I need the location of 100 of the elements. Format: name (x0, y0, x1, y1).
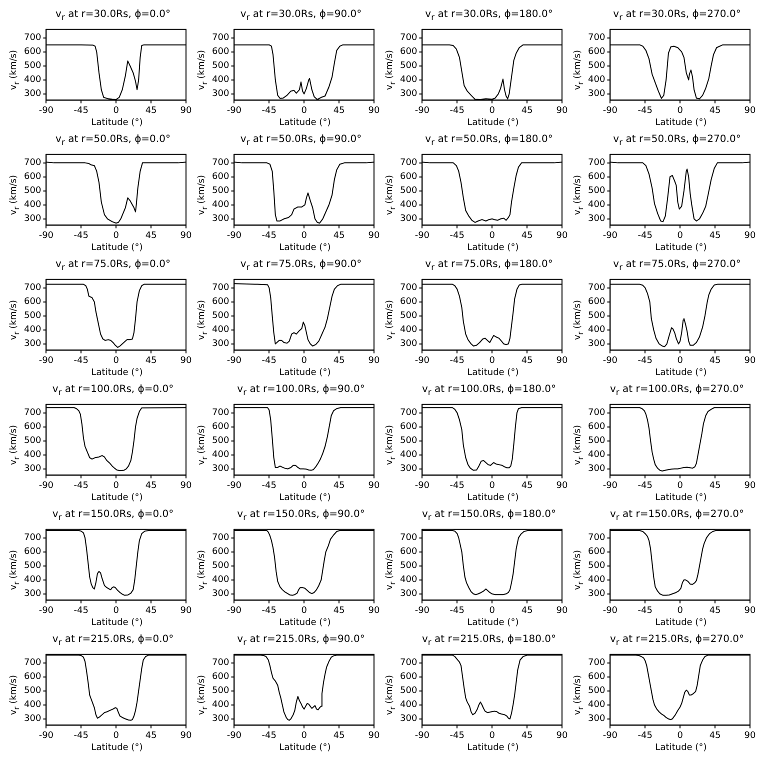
y-tick-label: 600 (588, 547, 606, 558)
y-tick-label: 400 (588, 325, 606, 336)
x-tick-label: 90 (368, 606, 380, 616)
chart-title: v$_{r}$ at r=100.0Rs, ϕ=90.0° (236, 383, 366, 397)
x-tick-label: -90 (38, 730, 54, 741)
x-tick-label: 90 (368, 730, 380, 741)
x-tick-label: 90 (556, 356, 568, 366)
y-tick-label: 300 (24, 89, 42, 100)
chart-title: v$_{r}$ at r=150.0Rs, ϕ=180.0° (420, 508, 557, 522)
x-tick-label: 45 (709, 356, 721, 366)
x-axis-title: Latitude (°) (90, 618, 144, 630)
x-axis-title: Latitude (°) (466, 368, 520, 380)
x-tick-label: -45 (262, 356, 276, 366)
x-tick-label: -45 (450, 230, 464, 241)
y-tick-label: 400 (24, 325, 42, 336)
x-tick-label: -90 (414, 230, 430, 241)
chart-title: v$_{r}$ at r=100.0Rs, ϕ=270.0° (608, 383, 745, 397)
chart-title: v$_{r}$ at r=50.0Rs, ϕ=270.0° (612, 133, 742, 147)
y-tick-label: 500 (400, 686, 418, 696)
x-tick-label: 45 (333, 106, 345, 116)
x-tick-label: -45 (262, 106, 276, 116)
x-tick-label: -45 (74, 356, 88, 366)
x-tick-label: -45 (638, 480, 652, 491)
y-tick-label: 400 (400, 325, 418, 336)
x-tick-label: 0 (301, 106, 308, 116)
y-tick-label: 300 (212, 89, 230, 100)
chart-title: v$_{r}$ at r=30.0Rs, ϕ=90.0° (239, 8, 363, 22)
x-tick-label: 0 (301, 230, 308, 241)
x-axis-title: Latitude (°) (90, 493, 144, 505)
x-tick-label: -90 (38, 480, 54, 491)
y-tick-label: 600 (212, 47, 230, 58)
y-tick-label: 700 (588, 658, 606, 668)
y-tick-label: 300 (400, 214, 418, 224)
y-tick-label: 600 (212, 672, 230, 682)
x-tick-label: -45 (638, 606, 652, 616)
x-tick-label: 90 (180, 606, 192, 616)
chart-title: v$_{r}$ at r=215.0Rs, ϕ=0.0° (51, 633, 175, 647)
y-tick-label: 700 (588, 283, 606, 294)
y-tick-label: 400 (212, 700, 230, 710)
y-tick-label: 600 (212, 422, 230, 432)
y-tick-label: 300 (212, 339, 230, 350)
x-tick-label: 90 (744, 730, 756, 741)
x-tick-label: 45 (145, 230, 157, 241)
y-tick-label: 500 (212, 61, 230, 72)
y-tick-label: 300 (588, 339, 606, 350)
x-tick-label: 90 (180, 230, 192, 241)
x-tick-label: 45 (709, 606, 721, 616)
y-tick-label: 400 (212, 75, 230, 86)
y-tick-label: 300 (212, 714, 230, 724)
y-tick-label: 400 (24, 575, 42, 586)
x-axis-title: Latitude (°) (654, 368, 708, 380)
y-tick-label: 700 (400, 533, 418, 544)
y-tick-label: 700 (24, 283, 42, 294)
y-tick-label: 500 (24, 186, 42, 196)
x-axis-title: Latitude (°) (466, 243, 520, 255)
x-tick-label: 0 (113, 606, 120, 616)
y-tick-label: 700 (24, 533, 42, 544)
chart-title: v$_{r}$ at r=75.0Rs, ϕ=0.0° (54, 258, 172, 272)
x-tick-label: -45 (638, 230, 652, 241)
y-tick-label: 400 (212, 325, 230, 336)
y-tick-label: 300 (400, 589, 418, 600)
y-tick-label: 300 (212, 214, 230, 224)
y-tick-label: 700 (212, 33, 230, 44)
x-tick-label: -45 (262, 480, 276, 491)
y-tick-label: 500 (24, 311, 42, 322)
y-tick-label: 700 (588, 158, 606, 168)
y-tick-label: 600 (400, 47, 418, 58)
x-tick-label: 45 (709, 106, 721, 116)
y-tick-label: 700 (212, 283, 230, 294)
y-tick-label: 500 (588, 436, 606, 446)
y-tick-label: 700 (588, 533, 606, 544)
chart-title: v$_{r}$ at r=215.0Rs, ϕ=180.0° (420, 633, 557, 647)
x-tick-label: 90 (180, 730, 192, 741)
x-tick-label: 45 (145, 480, 157, 491)
x-tick-label: 90 (556, 106, 568, 116)
x-tick-label: 0 (677, 730, 684, 741)
chart-title: v$_{r}$ at r=150.0Rs, ϕ=0.0° (51, 508, 175, 522)
x-tick-label: -90 (602, 730, 618, 741)
y-tick-label: 700 (588, 33, 606, 44)
x-tick-label: 0 (677, 230, 684, 241)
x-tick-label: -90 (38, 356, 54, 366)
chart-title: v$_{r}$ at r=215.0Rs, ϕ=90.0° (236, 633, 366, 647)
x-tick-label: -90 (226, 106, 242, 116)
y-tick-label: 400 (212, 200, 230, 210)
x-tick-label: 0 (113, 356, 120, 366)
x-tick-label: 45 (333, 606, 345, 616)
x-tick-label: -90 (602, 356, 618, 366)
x-tick-label: 90 (556, 606, 568, 616)
x-axis-title: Latitude (°) (90, 243, 144, 255)
x-axis-title: Latitude (°) (90, 118, 144, 130)
x-tick-label: -90 (226, 230, 242, 241)
x-axis-title: Latitude (°) (466, 618, 520, 630)
y-tick-label: 500 (24, 686, 42, 696)
y-tick-label: 400 (212, 575, 230, 586)
y-tick-label: 400 (588, 200, 606, 210)
x-tick-label: -90 (38, 106, 54, 116)
x-tick-label: 45 (521, 730, 533, 741)
x-tick-label: -45 (450, 606, 464, 616)
y-tick-label: 600 (400, 172, 418, 182)
x-tick-label: 45 (709, 480, 721, 491)
